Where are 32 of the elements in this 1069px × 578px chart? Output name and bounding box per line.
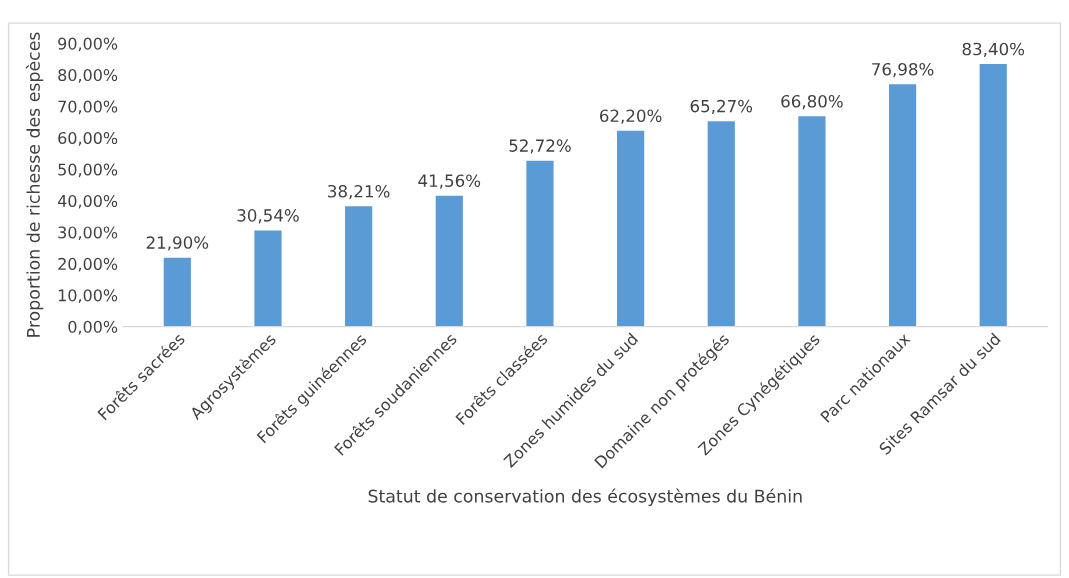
data-label: 41,56% bbox=[418, 174, 481, 189]
y-tick-label: 40,00% bbox=[57, 194, 118, 209]
y-tick-label: 0,00% bbox=[68, 320, 118, 335]
x-axis-title: Statut de conservation des écosystèmes du Bénin bbox=[368, 488, 802, 506]
y-tick-label: 50,00% bbox=[58, 163, 118, 178]
y-tick-label: 80,00% bbox=[58, 69, 118, 83]
bar bbox=[888, 84, 917, 327]
y-tick-label: 30,00% bbox=[58, 226, 118, 241]
y-tick-label: 60,00% bbox=[58, 131, 118, 146]
data-label: 83,40% bbox=[962, 42, 1025, 58]
bar bbox=[707, 121, 735, 327]
data-label: 21,90% bbox=[146, 236, 209, 251]
y-tick-label: 70,00% bbox=[58, 100, 118, 115]
data-label: 38,21% bbox=[328, 184, 390, 200]
bar bbox=[163, 257, 191, 327]
bar bbox=[435, 195, 463, 327]
bar bbox=[526, 160, 554, 327]
y-tick-label: 20,00% bbox=[58, 257, 118, 272]
bar bbox=[254, 230, 282, 327]
data-label: 76,98% bbox=[872, 62, 934, 78]
bar bbox=[345, 206, 373, 327]
bar bbox=[798, 116, 826, 327]
bar bbox=[617, 130, 645, 327]
data-label: 62,20% bbox=[599, 109, 662, 124]
y-tick-label: 10,00% bbox=[58, 289, 118, 304]
y-tick-label: 90,00% bbox=[58, 37, 118, 52]
data-label: 30,54% bbox=[237, 209, 299, 224]
bar bbox=[979, 64, 1007, 327]
data-label: 52,72% bbox=[509, 139, 571, 154]
data-label: 66,80% bbox=[781, 94, 843, 110]
y-axis-title: Proportion de richesse des espèces bbox=[25, 32, 44, 337]
data-label: 65,27% bbox=[690, 99, 753, 115]
